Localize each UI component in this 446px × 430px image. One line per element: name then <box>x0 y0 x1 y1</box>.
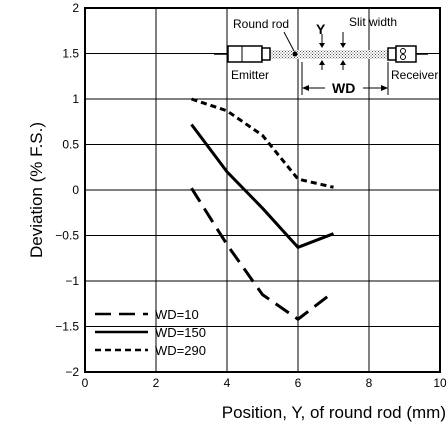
x-tick-label-5: 10 <box>433 376 446 390</box>
series-line-1 <box>190 123 335 250</box>
round-rod-leader <box>283 31 295 52</box>
y-tick-label-0: 2 <box>72 1 79 15</box>
plot-frame <box>84 7 441 373</box>
x-tick-labels: 0 2 4 6 8 10 <box>82 376 446 390</box>
legend-label-0: WD=10 <box>155 307 199 322</box>
y-axis-title: Deviation (% F.S.) <box>27 122 46 258</box>
y-tick-labels: 2 1.5 1 0.5 0 −0.5 −1 −1.5 −2 <box>55 1 79 379</box>
series-line-2 <box>191 97 334 189</box>
emitter-label: Emitter <box>231 68 269 82</box>
legend-label-2: WD=290 <box>155 343 206 358</box>
y-tick-label-6: −1 <box>65 274 79 288</box>
sensor-diagram: Round rod Y Slit width Emitter WD Receiv… <box>214 15 438 96</box>
x-tick-label-2: 4 <box>224 376 231 390</box>
wd-dimension <box>301 62 389 95</box>
x-axis-title: Position, Y, of round rod (mm) <box>222 403 446 422</box>
light-beam <box>244 50 396 59</box>
y-tick-label-1: 1.5 <box>62 47 79 61</box>
slit-markers <box>319 32 346 70</box>
y-tick-label-4: 0 <box>72 183 79 197</box>
y-tick-label-7: −1.5 <box>55 320 79 334</box>
legend-entry-2: WD=290 <box>95 343 206 358</box>
legend-entry-0: WD=10 <box>95 307 199 322</box>
round-rod-label: Round rod <box>233 17 289 31</box>
wd-label: WD <box>332 80 355 96</box>
x-tick-label-0: 0 <box>82 376 89 390</box>
y-tick-label-5: −0.5 <box>55 229 79 243</box>
legend-label-1: WD=150 <box>155 325 206 340</box>
y-tick-label-2: 1 <box>72 92 79 106</box>
series-line-0 <box>190 187 335 322</box>
y-tick-label-3: 0.5 <box>62 138 79 152</box>
receiver-label: Receiver <box>391 68 438 82</box>
emitter-icon <box>214 45 271 63</box>
legend-entry-1: WD=150 <box>95 325 206 340</box>
receiver-icon <box>387 45 428 63</box>
series-lines <box>190 97 335 322</box>
slit-width-label: Slit width <box>349 15 397 29</box>
plot-border <box>84 7 441 373</box>
legend: WD=10 WD=150 WD=290 <box>95 307 206 358</box>
y-label: Y <box>316 21 326 37</box>
x-tick-label-4: 8 <box>366 376 373 390</box>
y-tick-label-8: −2 <box>65 365 79 379</box>
round-rod-icon <box>292 51 298 57</box>
x-tick-label-1: 2 <box>153 376 160 390</box>
x-tick-label-3: 6 <box>295 376 302 390</box>
